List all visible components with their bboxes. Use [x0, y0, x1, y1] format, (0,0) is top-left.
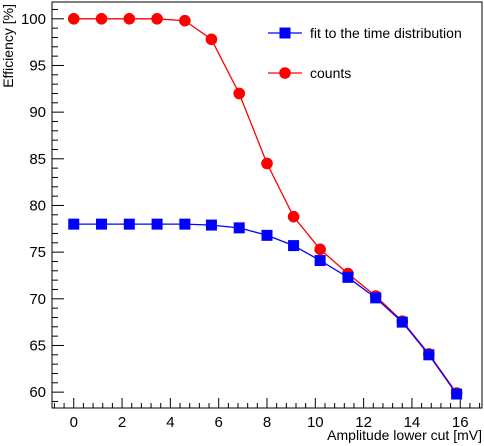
x-tick-label: 16	[452, 414, 469, 431]
y-tick-label: 85	[29, 151, 46, 168]
data-point-counts	[151, 12, 163, 25]
x-tick-label: 12	[355, 414, 372, 431]
data-point-fit	[68, 218, 80, 230]
data-point-fit	[423, 349, 435, 361]
legend-marker-circle	[279, 67, 291, 79]
y-axis-title: Efficiency [%]	[0, 4, 16, 88]
data-point-fit	[205, 219, 217, 231]
data-point-fit	[233, 222, 245, 234]
x-tick-label: 10	[307, 414, 324, 431]
data-point-counts	[205, 33, 218, 46]
data-point-fit	[342, 271, 354, 283]
x-axis-title: Amplitude lower cut [mV]	[327, 427, 482, 443]
data-point-counts	[233, 87, 246, 100]
y-tick-label: 60	[29, 384, 46, 401]
data-point-fit	[151, 218, 163, 230]
data-point-counts	[67, 12, 80, 25]
series-line-fit	[73, 223, 458, 395]
x-tick-label: 2	[118, 414, 126, 431]
data-point-counts	[261, 157, 273, 170]
y-tick-label: 90	[29, 104, 46, 121]
data-point-fit	[451, 388, 463, 400]
data-point-counts	[95, 12, 108, 25]
x-tick-label: 14	[404, 414, 421, 431]
y-tick-label: 65	[29, 337, 46, 354]
data-point-fit	[396, 316, 408, 328]
data-point-fit	[123, 218, 135, 230]
y-tick-label: 80	[29, 197, 46, 214]
data-point-fit	[370, 292, 382, 304]
x-tick-label: 0	[70, 414, 78, 431]
data-point-fit	[179, 218, 191, 230]
data-point-fit	[314, 255, 326, 267]
data-point-fit	[288, 240, 300, 252]
data-point-counts	[179, 14, 191, 27]
x-tick-label: 8	[263, 414, 271, 431]
y-tick-label: 100	[21, 11, 46, 28]
x-tick-label: 4	[166, 414, 174, 431]
legend-label: counts	[310, 65, 351, 81]
x-tick-label: 6	[215, 414, 223, 431]
series-line-counts	[73, 18, 458, 394]
data-point-fit	[96, 218, 108, 230]
data-point-counts	[123, 12, 136, 25]
data-point-counts	[314, 243, 326, 256]
data-point-counts	[287, 210, 300, 223]
y-tick-label: 70	[29, 291, 46, 308]
y-tick-label: 75	[29, 244, 46, 261]
legend-label: fit to the time distribution	[310, 25, 462, 41]
plot-frame	[51, 1, 483, 409]
y-tick-label: 95	[29, 57, 46, 74]
data-point-fit	[261, 229, 273, 241]
legend-marker-square	[279, 27, 291, 39]
